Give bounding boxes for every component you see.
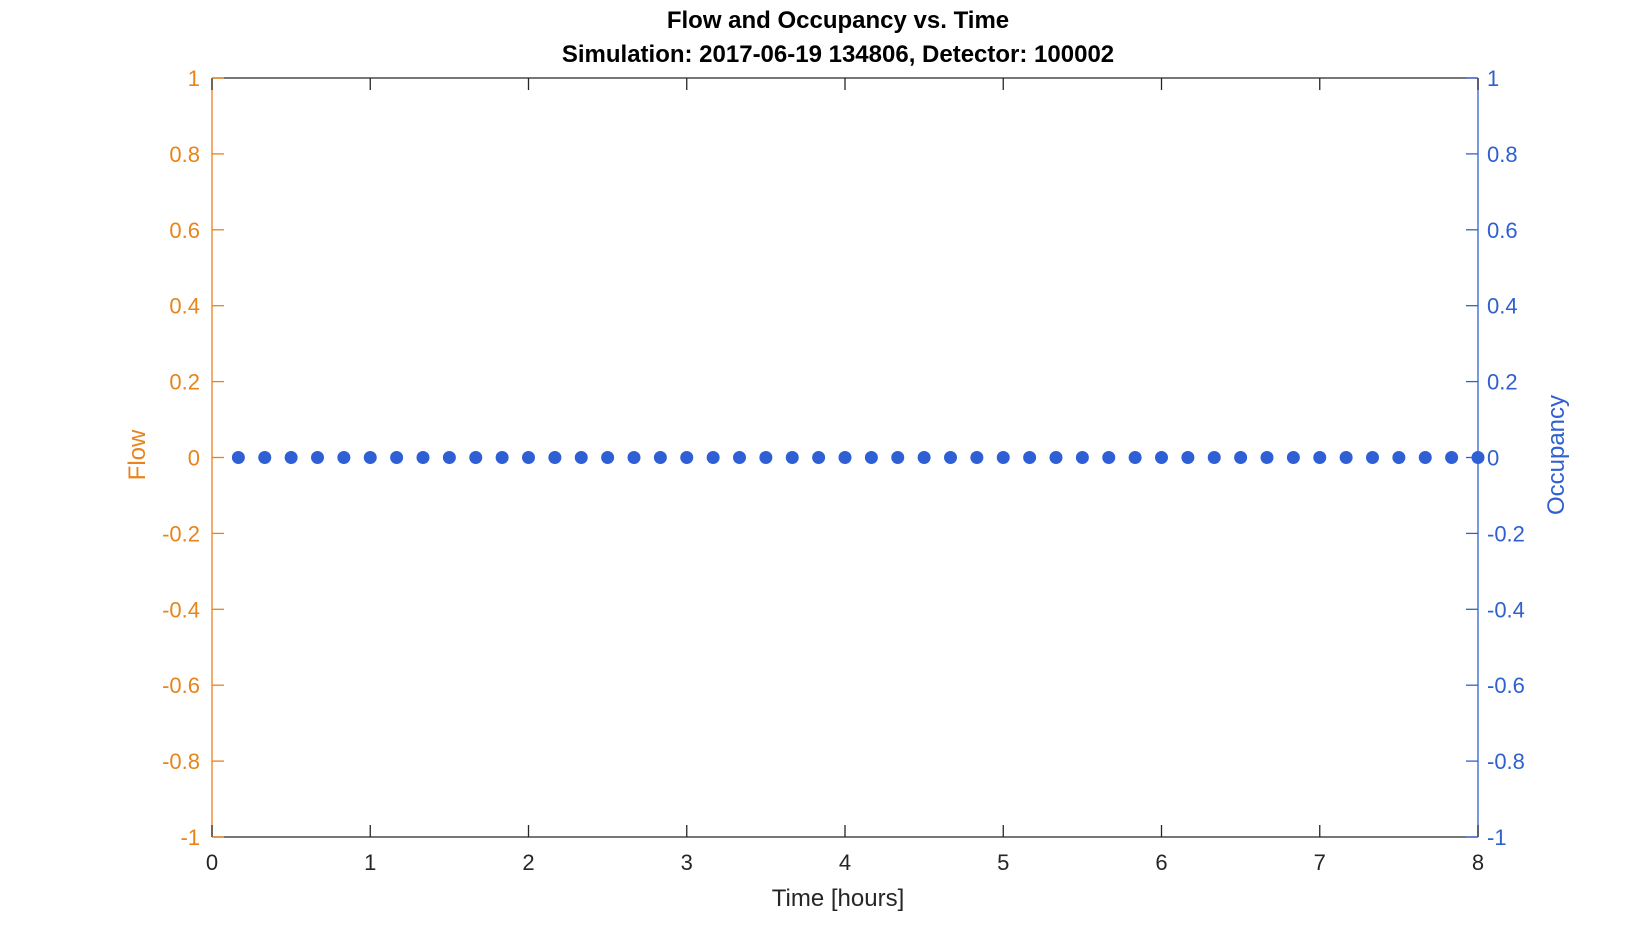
occupancy-point: [917, 451, 931, 464]
y-left-tick-label: -0.2: [162, 521, 200, 546]
y-left-tick-label: -0.4: [162, 597, 200, 622]
occupancy-point: [258, 451, 272, 464]
occupancy-point: [442, 451, 456, 464]
occupancy-point: [891, 451, 905, 464]
y-right-tick-label: 0: [1487, 446, 1499, 471]
axis-ticks: 0 1 2 3 4 5 6 7 8 1 0.8 0.6 0.4 0.2 0 -0.2 -0.4 -0.6 -0.8 -…: [162, 66, 1525, 875]
y-right-tick-label: -0.4: [1487, 597, 1525, 622]
occupancy-point: [706, 451, 720, 464]
y-axis-left-label: Flow: [124, 429, 151, 480]
occupancy-point: [785, 451, 799, 464]
occupancy-point: [522, 451, 535, 464]
occupancy-point: [1102, 451, 1116, 464]
y-right-tick-label: 0.2: [1487, 370, 1518, 395]
y-left-tick-label: 0.4: [169, 294, 200, 319]
chart-subtitle: Simulation: 2017-06-19 134806, Detector:…: [562, 41, 1114, 68]
y-right-tick-label: -0.6: [1487, 673, 1525, 698]
x-tick-label: 2: [522, 850, 534, 875]
chart-title: Flow and Occupancy vs. Time: [667, 7, 1009, 34]
occupancy-point: [574, 451, 588, 464]
occupancy-point: [1365, 451, 1379, 464]
occupancy-point: [680, 451, 694, 464]
x-tick-label: 1: [364, 850, 376, 875]
occupancy-series: [231, 451, 1485, 464]
occupancy-point: [495, 451, 509, 464]
occupancy-point: [1260, 451, 1274, 464]
occupancy-point: [1049, 451, 1063, 464]
occupancy-point: [996, 451, 1010, 464]
x-tick-label: 0: [206, 850, 218, 875]
y-left-tick-label: 0.6: [169, 218, 200, 243]
occupancy-point: [1339, 451, 1353, 464]
occupancy-point: [627, 451, 641, 464]
occupancy-point: [311, 451, 325, 464]
occupancy-point: [390, 451, 404, 464]
y-right-tick-label: -0.8: [1487, 749, 1525, 774]
y-right-tick-label: -0.2: [1487, 521, 1525, 546]
occupancy-point: [653, 451, 667, 464]
occupancy-point: [1392, 451, 1406, 464]
occupancy-point: [838, 451, 852, 464]
y-right-tick-label: 1: [1487, 66, 1499, 91]
x-tick-label: 3: [681, 850, 693, 875]
occupancy-point: [337, 451, 351, 464]
occupancy-point: [1155, 451, 1168, 464]
occupancy-point: [970, 451, 984, 464]
x-tick-label: 5: [997, 850, 1009, 875]
y-left-tick-label: 0.2: [169, 370, 200, 395]
y-right-tick-label: -1: [1487, 825, 1507, 850]
y-right-tick-label: 0.8: [1487, 142, 1518, 167]
occupancy-point: [284, 451, 298, 464]
occupancy-point: [1181, 451, 1195, 464]
occupancy-point: [548, 451, 562, 464]
occupancy-point: [1023, 451, 1037, 464]
x-axis-label: Time [hours]: [772, 885, 904, 912]
x-tick-label: 8: [1472, 850, 1484, 875]
occupancy-point: [732, 451, 746, 464]
occupancy-point: [1471, 451, 1485, 464]
occupancy-point: [363, 451, 377, 464]
occupancy-point: [812, 451, 826, 464]
occupancy-point: [416, 451, 430, 464]
y-left-tick-label: 1: [188, 66, 200, 91]
y-left-tick-label: 0.8: [169, 142, 200, 167]
occupancy-point: [759, 451, 773, 464]
occupancy-point: [1234, 451, 1248, 464]
y-left-tick-label: -1: [180, 825, 200, 850]
occupancy-point: [469, 451, 483, 464]
occupancy-point: [1075, 451, 1089, 464]
y-right-tick-label: 0.4: [1487, 294, 1518, 319]
occupancy-point: [1445, 451, 1459, 464]
occupancy-point: [1418, 451, 1432, 464]
y-left-tick-label: -0.6: [162, 673, 200, 698]
occupancy-point: [601, 451, 615, 464]
occupancy-point: [1286, 451, 1300, 464]
y-left-tick-label: 0: [188, 446, 200, 471]
x-tick-label: 6: [1155, 850, 1167, 875]
y-left-tick-label: -0.8: [162, 749, 200, 774]
x-tick-label: 4: [839, 850, 851, 875]
occupancy-point: [1128, 451, 1142, 464]
occupancy-point: [1207, 451, 1221, 464]
occupancy-point: [231, 451, 245, 464]
y-right-tick-label: 0.6: [1487, 218, 1518, 243]
x-tick-label: 7: [1314, 850, 1326, 875]
occupancy-point: [1313, 451, 1327, 464]
occupancy-point: [864, 451, 878, 464]
occupancy-point: [944, 451, 958, 464]
y-axis-right-label: Occupancy: [1543, 395, 1570, 515]
